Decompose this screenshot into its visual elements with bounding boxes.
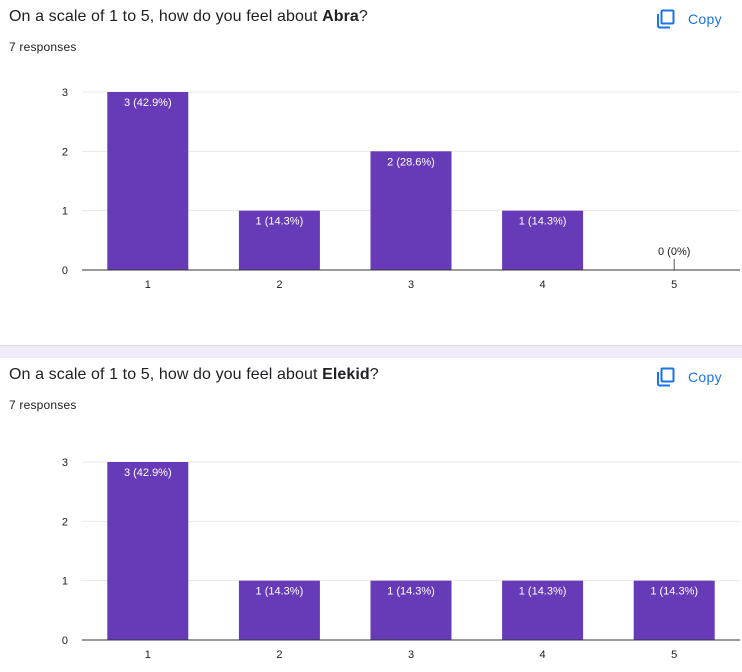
question-title: On a scale of 1 to 5, how do you feel ab… bbox=[9, 8, 368, 26]
bar-chart: 0 1 2 3 3 (42.9%) 1 1 (14.3%) 2 2 (28.6%) 3 1 (14.… bbox=[62, 87, 740, 291]
copy-icon bbox=[656, 9, 676, 29]
question-subject: Abra bbox=[322, 8, 359, 25]
data-label: 1 (14.3%) bbox=[256, 216, 304, 228]
question-card-abra: On a scale of 1 to 5, how do you feel ab… bbox=[9, 6, 740, 291]
bar bbox=[633, 580, 715, 640]
bar bbox=[502, 210, 584, 270]
y-tick-label: 3 bbox=[62, 87, 68, 99]
bar bbox=[502, 580, 584, 640]
data-label: 0 (0%) bbox=[658, 246, 690, 258]
data-label: 1 (14.3%) bbox=[650, 586, 698, 598]
x-tick-label: 3 bbox=[408, 649, 414, 661]
response-count: 7 responses bbox=[9, 40, 77, 54]
copy-label: Copy bbox=[688, 369, 722, 385]
bar bbox=[238, 580, 320, 640]
data-label: 1 (14.3%) bbox=[519, 586, 567, 598]
question-title-suffix: ? bbox=[358, 8, 368, 25]
data-label: 1 (14.3%) bbox=[256, 586, 304, 598]
data-label: 1 (14.3%) bbox=[519, 216, 567, 228]
data-label: 3 (42.9%) bbox=[124, 467, 172, 479]
y-tick-label: 0 bbox=[62, 265, 68, 277]
question-title-prefix: On a scale of 1 to 5, how do you feel ab… bbox=[9, 366, 323, 383]
data-label: 2 (28.6%) bbox=[387, 156, 435, 168]
question-subject: Elekid bbox=[322, 366, 370, 383]
x-tick-label: 2 bbox=[276, 649, 282, 661]
bar-chart: 0 1 2 3 3 (42.9%) 1 1 (14.3%) 2 1 (14.3%) 3 1 (14.… bbox=[62, 457, 740, 661]
y-tick-label: 1 bbox=[62, 576, 68, 588]
x-tick-label: 5 bbox=[671, 649, 677, 661]
y-tick-label: 2 bbox=[62, 146, 68, 158]
bar bbox=[238, 210, 320, 270]
bar bbox=[107, 92, 189, 270]
x-tick-label: 3 bbox=[408, 279, 414, 291]
question-title: On a scale of 1 to 5, how do you feel ab… bbox=[9, 366, 379, 384]
bar bbox=[370, 580, 452, 640]
section-divider bbox=[0, 345, 742, 358]
bar bbox=[370, 151, 452, 270]
x-tick-label: 2 bbox=[276, 279, 282, 291]
y-tick-label: 1 bbox=[62, 206, 68, 218]
y-tick-label: 0 bbox=[62, 635, 68, 647]
x-tick-label: 4 bbox=[540, 279, 546, 291]
y-tick-label: 3 bbox=[62, 457, 68, 469]
response-count: 7 responses bbox=[9, 398, 77, 412]
question-card-elekid: On a scale of 1 to 5, how do you feel ab… bbox=[0, 358, 742, 672]
x-tick-label: 1 bbox=[145, 649, 151, 661]
question-title-prefix: On a scale of 1 to 5, how do you feel ab… bbox=[9, 8, 323, 25]
bar bbox=[107, 462, 189, 640]
x-tick-label: 5 bbox=[671, 279, 677, 291]
data-label: 1 (14.3%) bbox=[387, 586, 435, 598]
copy-icon bbox=[656, 367, 676, 387]
copy-chart-button[interactable]: Copy bbox=[656, 6, 722, 32]
x-tick-label: 1 bbox=[145, 279, 151, 291]
copy-label: Copy bbox=[688, 11, 722, 27]
copy-chart-button[interactable]: Copy bbox=[656, 364, 722, 390]
data-label: 3 (42.9%) bbox=[124, 97, 172, 109]
question-title-suffix: ? bbox=[369, 366, 379, 383]
y-tick-label: 2 bbox=[62, 516, 68, 528]
x-tick-label: 4 bbox=[540, 649, 546, 661]
